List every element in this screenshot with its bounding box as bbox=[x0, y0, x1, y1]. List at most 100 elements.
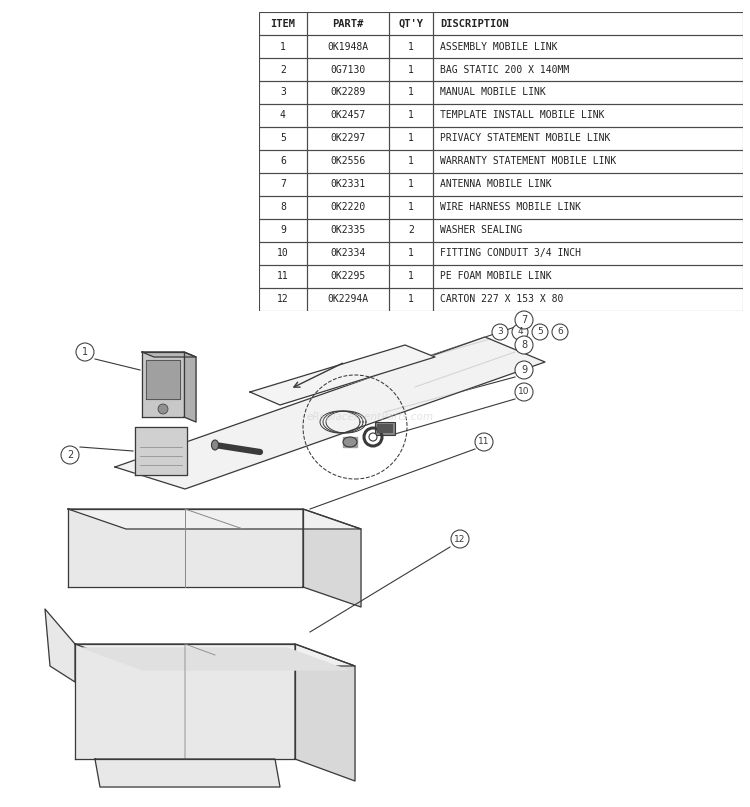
Text: 6: 6 bbox=[557, 328, 562, 337]
Text: 0K2331: 0K2331 bbox=[331, 179, 366, 190]
Polygon shape bbox=[95, 759, 280, 787]
Text: 2: 2 bbox=[67, 450, 74, 460]
Circle shape bbox=[515, 336, 533, 354]
Bar bbox=[433, 104, 742, 127]
Bar bbox=[389, 219, 433, 242]
Text: WIRE HARNESS MOBILE LINK: WIRE HARNESS MOBILE LINK bbox=[440, 203, 581, 212]
Circle shape bbox=[61, 446, 79, 464]
Bar bbox=[389, 35, 433, 58]
Circle shape bbox=[492, 324, 508, 340]
Bar bbox=[259, 104, 308, 127]
Bar bbox=[308, 219, 389, 242]
Polygon shape bbox=[146, 360, 180, 399]
Text: 0K2334: 0K2334 bbox=[331, 249, 366, 258]
Bar bbox=[389, 242, 433, 265]
Text: 1: 1 bbox=[280, 41, 286, 52]
Text: 7: 7 bbox=[280, 179, 286, 190]
Text: 0K2220: 0K2220 bbox=[331, 203, 366, 212]
Text: 1: 1 bbox=[408, 179, 414, 190]
Polygon shape bbox=[68, 509, 361, 529]
Circle shape bbox=[515, 361, 533, 379]
Bar bbox=[308, 12, 389, 35]
Circle shape bbox=[451, 530, 469, 548]
Bar bbox=[259, 58, 308, 81]
Bar bbox=[433, 219, 742, 242]
Text: QT'Y: QT'Y bbox=[399, 19, 424, 28]
Text: PART#: PART# bbox=[332, 19, 364, 28]
Circle shape bbox=[369, 433, 377, 441]
Bar bbox=[308, 288, 389, 311]
Polygon shape bbox=[83, 648, 347, 670]
Circle shape bbox=[515, 311, 533, 329]
Polygon shape bbox=[184, 352, 196, 422]
Bar bbox=[433, 35, 742, 58]
Polygon shape bbox=[135, 427, 187, 475]
Bar bbox=[259, 127, 308, 150]
Text: 0K2294A: 0K2294A bbox=[328, 295, 369, 304]
Text: 0K2457: 0K2457 bbox=[331, 111, 366, 120]
Text: 1: 1 bbox=[408, 249, 414, 258]
Text: 11: 11 bbox=[277, 271, 289, 282]
Bar bbox=[308, 196, 389, 219]
Text: 1: 1 bbox=[408, 133, 414, 144]
Bar bbox=[259, 265, 308, 288]
Text: 0K2289: 0K2289 bbox=[331, 87, 366, 98]
Text: TEMPLATE INSTALL MOBILE LINK: TEMPLATE INSTALL MOBILE LINK bbox=[440, 111, 604, 120]
Polygon shape bbox=[45, 609, 75, 682]
Text: 6: 6 bbox=[280, 157, 286, 166]
Text: 0K1948A: 0K1948A bbox=[328, 41, 369, 52]
Text: 4: 4 bbox=[518, 328, 523, 337]
Bar bbox=[389, 58, 433, 81]
Bar bbox=[375, 422, 395, 435]
Bar bbox=[389, 81, 433, 104]
Text: WASHER SEALING: WASHER SEALING bbox=[440, 225, 523, 236]
Text: PRIVACY STATEMENT MOBILE LINK: PRIVACY STATEMENT MOBILE LINK bbox=[440, 133, 610, 144]
Bar bbox=[389, 288, 433, 311]
Text: 1: 1 bbox=[408, 41, 414, 52]
Bar bbox=[308, 58, 389, 81]
Text: 1: 1 bbox=[408, 65, 414, 74]
Text: 1: 1 bbox=[408, 271, 414, 282]
Bar bbox=[389, 127, 433, 150]
Text: 8: 8 bbox=[521, 340, 527, 350]
Polygon shape bbox=[142, 352, 196, 357]
Ellipse shape bbox=[343, 437, 357, 447]
Text: PE FOAM MOBILE LINK: PE FOAM MOBILE LINK bbox=[440, 271, 552, 282]
Text: 3: 3 bbox=[497, 328, 502, 337]
Bar bbox=[433, 12, 742, 35]
Text: 2: 2 bbox=[280, 65, 286, 74]
Bar bbox=[259, 12, 308, 35]
Bar bbox=[259, 81, 308, 104]
Text: 8: 8 bbox=[280, 203, 286, 212]
Bar bbox=[377, 424, 393, 433]
Polygon shape bbox=[75, 644, 355, 666]
Text: 9: 9 bbox=[280, 225, 286, 236]
Bar bbox=[433, 196, 742, 219]
Bar bbox=[259, 196, 308, 219]
Bar bbox=[308, 81, 389, 104]
Bar bbox=[259, 35, 308, 58]
Text: 11: 11 bbox=[478, 437, 490, 446]
Polygon shape bbox=[75, 644, 295, 759]
Text: 0K2335: 0K2335 bbox=[331, 225, 366, 236]
Bar bbox=[308, 150, 389, 173]
Text: 1: 1 bbox=[408, 111, 414, 120]
Bar bbox=[308, 265, 389, 288]
Text: DISCRIPTION: DISCRIPTION bbox=[440, 19, 509, 28]
Text: 12: 12 bbox=[277, 295, 289, 304]
Bar bbox=[433, 173, 742, 196]
Bar bbox=[433, 265, 742, 288]
Text: ANTENNA MOBILE LINK: ANTENNA MOBILE LINK bbox=[440, 179, 552, 190]
Text: CARTON 227 X 153 X 80: CARTON 227 X 153 X 80 bbox=[440, 295, 563, 304]
Polygon shape bbox=[343, 437, 357, 447]
Bar bbox=[308, 242, 389, 265]
Text: FITTING CONDUIT 3/4 INCH: FITTING CONDUIT 3/4 INCH bbox=[440, 249, 581, 258]
Text: 12: 12 bbox=[454, 534, 466, 543]
Bar bbox=[308, 104, 389, 127]
Polygon shape bbox=[303, 509, 361, 607]
Bar bbox=[259, 242, 308, 265]
Text: ASSEMBLY MOBILE LINK: ASSEMBLY MOBILE LINK bbox=[440, 41, 558, 52]
Text: 10: 10 bbox=[277, 249, 289, 258]
Bar bbox=[389, 265, 433, 288]
Polygon shape bbox=[250, 345, 435, 405]
